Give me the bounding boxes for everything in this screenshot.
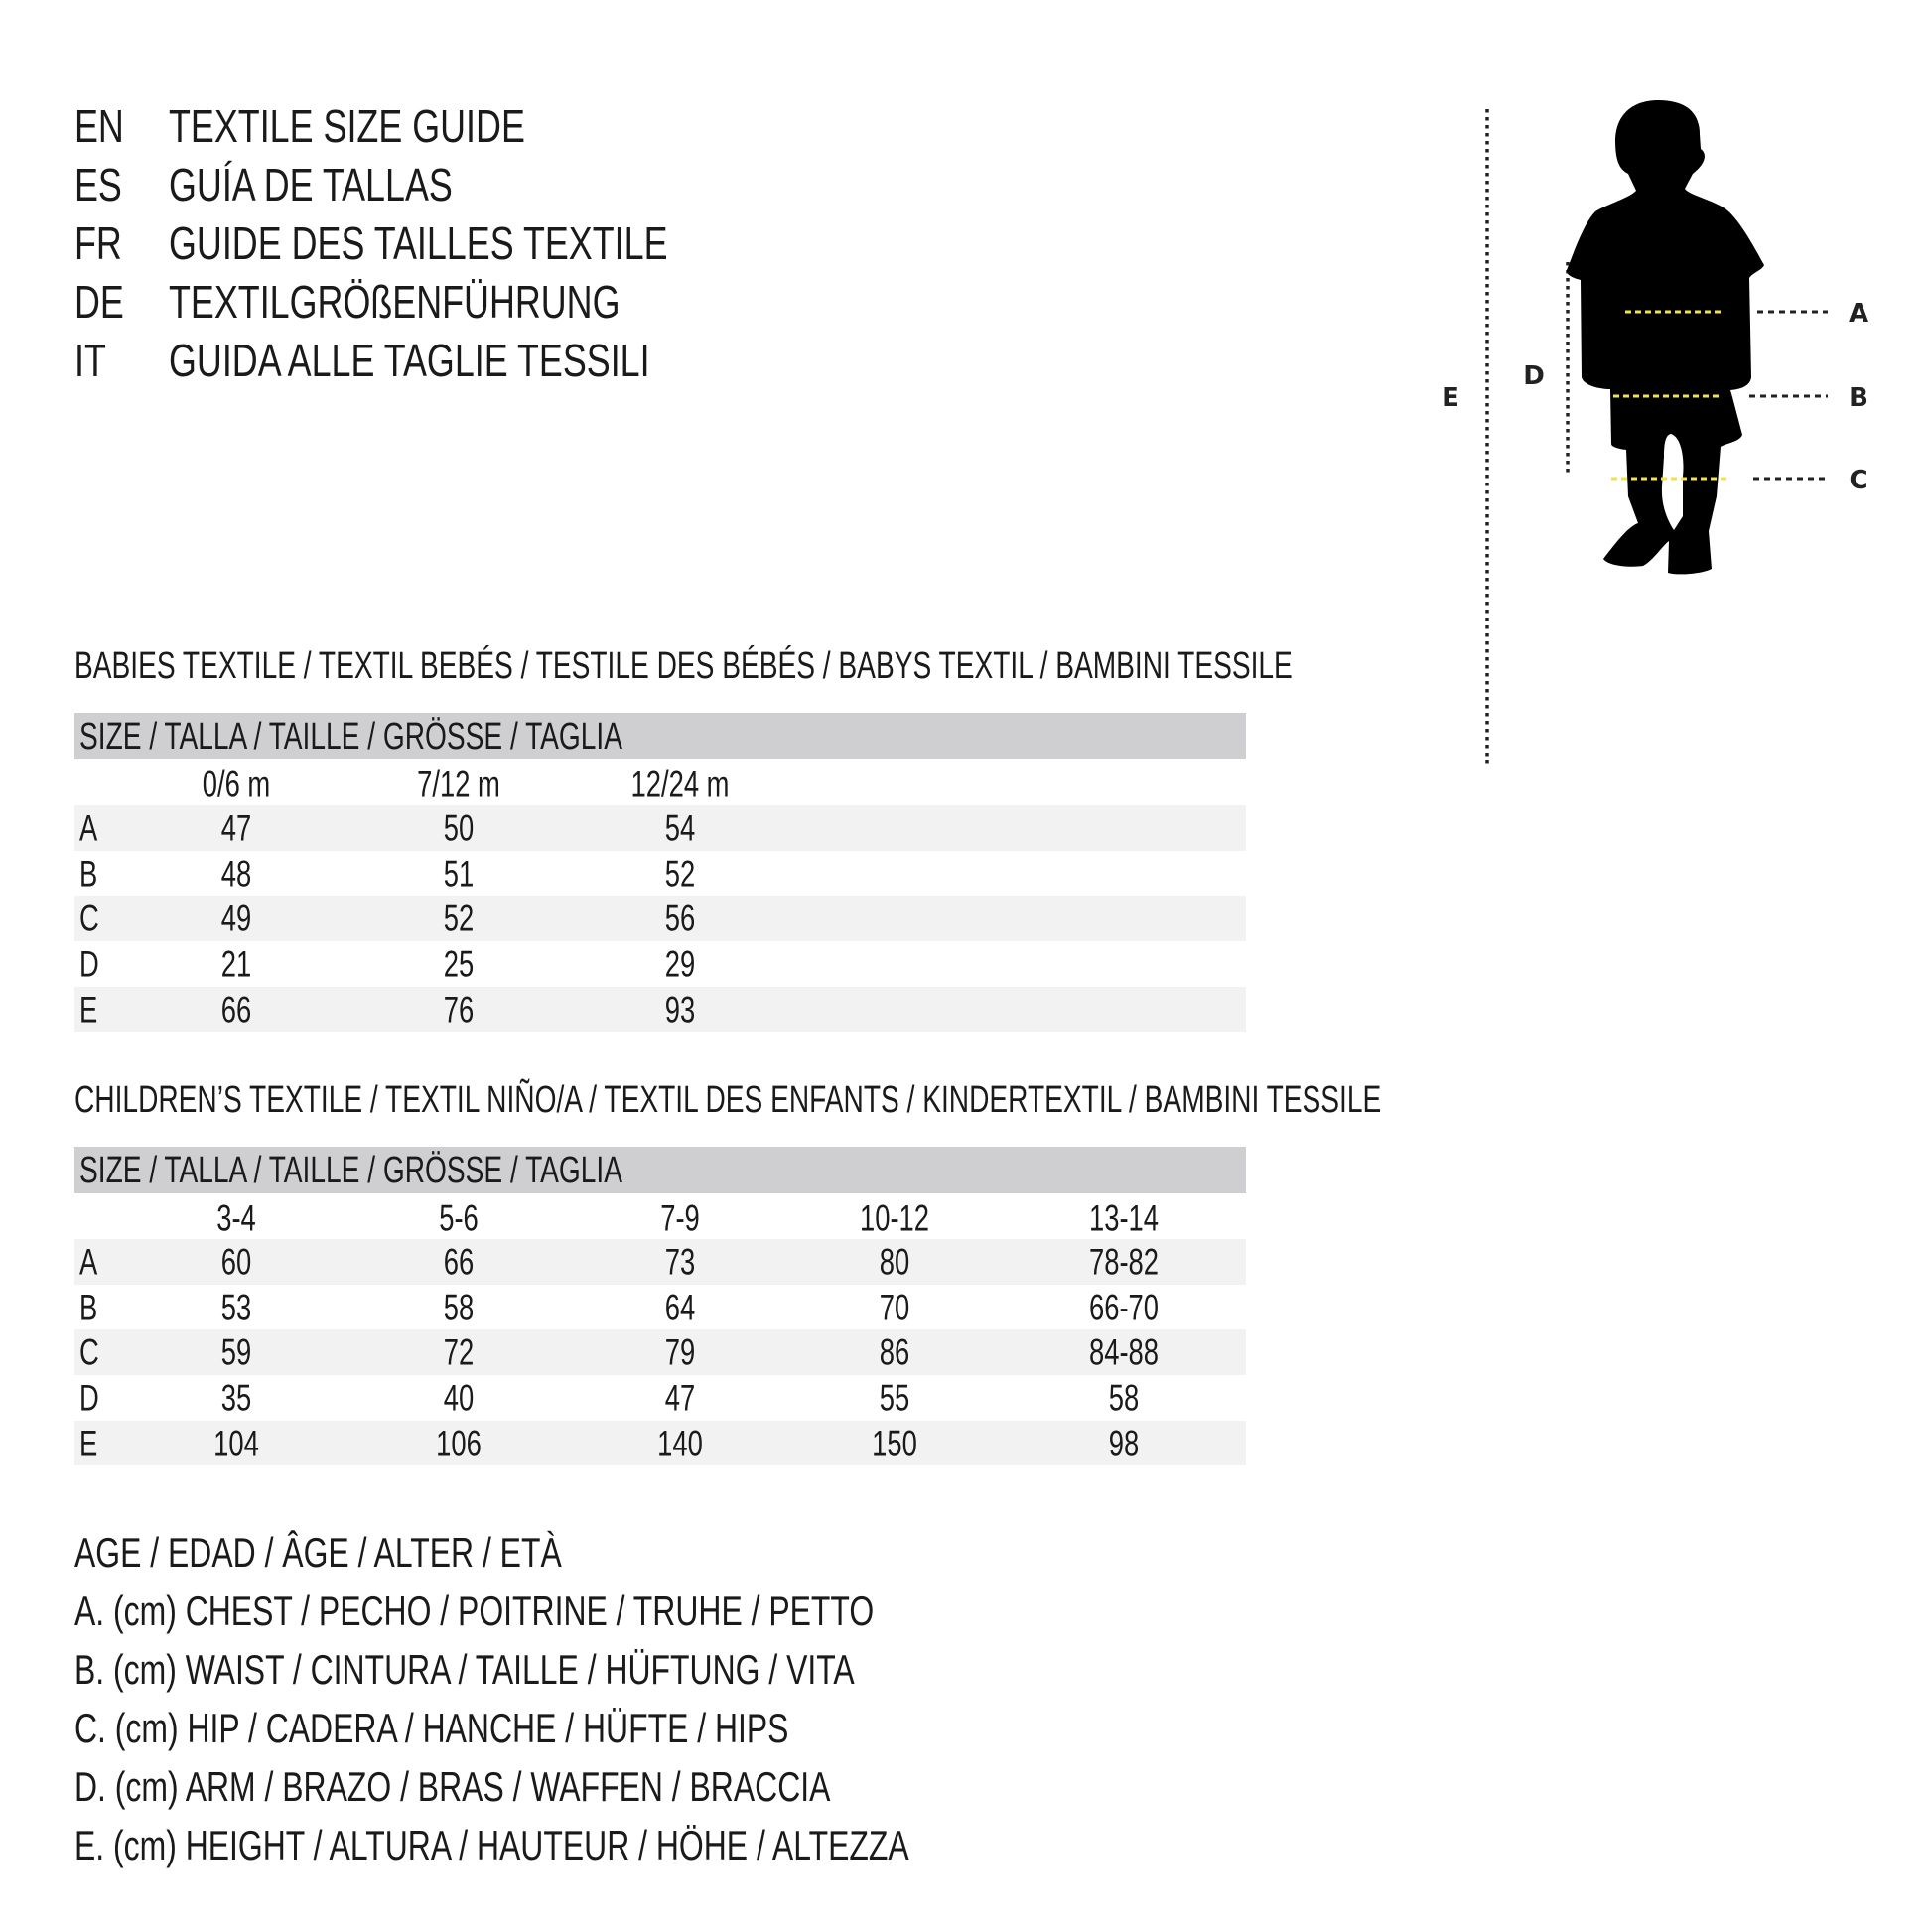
row-stripe (74, 986, 1246, 1033)
column-header: 10-12 (859, 1197, 930, 1239)
table-cell: 21 (220, 943, 252, 985)
table-cell: 60 (220, 1241, 252, 1283)
column-header: 7-9 (660, 1197, 700, 1239)
table-cell: 40 (443, 1377, 475, 1419)
title-text: TEXTILGRÖßENFÜHRUNG (169, 276, 621, 328)
column-header: 7/12 m (417, 763, 500, 805)
title-text: GUÍA DE TALLAS (169, 159, 453, 210)
table-cell: 50 (443, 807, 475, 849)
column-header: 12/24 m (630, 763, 730, 805)
row-stripe (74, 1239, 1246, 1285)
table-cell: 29 (664, 943, 696, 985)
language-code: FR (74, 217, 122, 269)
table-cell: 73 (664, 1241, 696, 1283)
row-label: B (79, 853, 98, 895)
table-cell: 66 (220, 989, 252, 1031)
column-header: 5-6 (439, 1197, 479, 1239)
label-c: C (1849, 466, 1867, 495)
row-stripe (74, 805, 1246, 851)
leg-gap (1661, 434, 1684, 530)
table-cell: 84-88 (1088, 1331, 1160, 1373)
size-header-label: SIZE / TALLA / TAILLE / GRÖSSE / TAGLIA (79, 1150, 622, 1191)
language-code: IT (74, 335, 106, 386)
size-header-bar (74, 1147, 1246, 1193)
label-e: E (1442, 383, 1459, 413)
table-cell: 59 (220, 1331, 252, 1373)
table-cell: 79 (664, 1331, 696, 1373)
table-cell: 80 (879, 1241, 910, 1283)
row-label: A (79, 1241, 98, 1283)
table-cell: 64 (664, 1287, 696, 1328)
row-label: A (79, 807, 98, 849)
row-stripe (74, 1329, 1246, 1376)
table-cell: 86 (879, 1331, 910, 1373)
row-label: B (79, 1287, 98, 1328)
table-cell: 52 (443, 897, 475, 939)
table-cell: 150 (872, 1423, 917, 1464)
size-header-label: SIZE / TALLA / TAILLE / GRÖSSE / TAGLIA (79, 716, 622, 758)
row-label: C (79, 1331, 99, 1373)
table-cell: 70 (879, 1287, 910, 1328)
language-code: EN (74, 100, 124, 152)
legend-line: D. (cm) ARM / BRAZO / BRAS / WAFFEN / BR… (74, 1763, 831, 1810)
table-cell: 66 (443, 1241, 475, 1283)
title-text: GUIDE DES TAILLES TEXTILE (169, 217, 668, 269)
legend-line: AGE / EDAD / ÂGE / ALTER / ETÀ (74, 1529, 562, 1576)
table-cell: 56 (664, 897, 696, 939)
table-cell: 104 (213, 1423, 259, 1464)
table-cell: 78-82 (1088, 1241, 1160, 1283)
table-cell: 58 (1108, 1377, 1140, 1419)
legend-line: A. (cm) CHEST / PECHO / POITRINE / TRUHE… (74, 1587, 875, 1634)
table-cell: 140 (657, 1423, 703, 1464)
table-cell: 76 (443, 989, 475, 1031)
column-header: 3-4 (216, 1197, 256, 1239)
silhouette-body (1567, 100, 1764, 575)
row-stripe (74, 1420, 1246, 1466)
table-cell: 72 (443, 1331, 475, 1373)
title-text: TEXTILE SIZE GUIDE (169, 100, 525, 152)
row-label: D (79, 943, 99, 985)
row-label: C (79, 897, 99, 939)
section-heading: CHILDREN’S TEXTILE / TEXTIL NIÑO/A / TEX… (74, 1079, 1382, 1121)
table-cell: 35 (220, 1377, 252, 1419)
table-cell: 58 (443, 1287, 475, 1328)
table-cell: 98 (1108, 1423, 1140, 1464)
table-cell: 52 (664, 853, 696, 895)
legend-line: C. (cm) HIP / CADERA / HANCHE / HÜFTE / … (74, 1705, 789, 1751)
language-code: DE (74, 276, 124, 328)
title-text: GUIDA ALLE TAGLIE TESSILI (169, 335, 650, 386)
table-cell: 25 (443, 943, 475, 985)
language-code: ES (74, 159, 122, 210)
table-cell: 66-70 (1088, 1287, 1160, 1328)
label-b: B (1849, 383, 1868, 413)
section-heading: BABIES TEXTILE / TEXTIL BEBÉS / TESTILE … (74, 645, 1293, 687)
row-label: E (79, 989, 98, 1031)
row-label: D (79, 1377, 99, 1419)
table-cell: 53 (220, 1287, 252, 1328)
table-cell: 48 (220, 853, 252, 895)
label-d: D (1523, 361, 1545, 391)
table-cell: 47 (664, 1377, 696, 1419)
label-a: A (1849, 299, 1868, 329)
row-stripe (74, 896, 1246, 942)
table-cell: 51 (443, 853, 475, 895)
table-cell: 93 (664, 989, 696, 1031)
table-cell: 55 (879, 1377, 910, 1419)
legend-line: B. (cm) WAIST / CINTURA / TAILLE / HÜFTU… (74, 1646, 855, 1693)
table-cell: 106 (436, 1423, 482, 1464)
table-cell: 54 (664, 807, 696, 849)
column-header: 0/6 m (202, 763, 271, 805)
size-header-bar (74, 713, 1246, 759)
column-header: 13-14 (1088, 1197, 1160, 1239)
row-label: E (79, 1423, 98, 1464)
table-cell: 47 (220, 807, 252, 849)
legend-line: E. (cm) HEIGHT / ALTURA / HAUTEUR / HÖHE… (74, 1822, 909, 1868)
table-cell: 49 (220, 897, 252, 939)
